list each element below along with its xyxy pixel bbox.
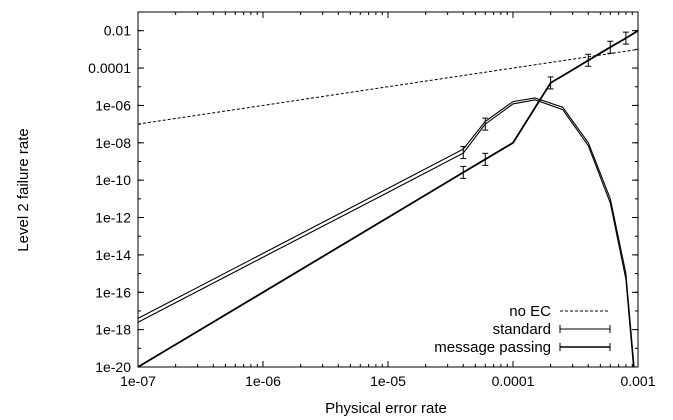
plot-frame [137,11,639,368]
y-tick-label: 1e-14 [95,247,131,263]
series-line-standard [137,99,635,368]
y-tick-label: 1e-08 [95,135,131,151]
y-tick-label: 0.0001 [88,60,131,76]
x-tick-label: 1e-07 [120,373,156,389]
x-tick-label: 1e-06 [245,373,281,389]
y-tick-label: 1e-16 [95,284,131,300]
x-tick-label: 1e-05 [370,373,406,389]
legend-label-standard: standard [493,321,551,338]
y-tick-label: 1e-10 [95,172,131,188]
legend-label-no-ec: no EC [509,303,551,320]
series-line-standard [137,97,635,368]
legend-label-message-passing: message passing [434,339,551,356]
axis-ticks [137,11,639,368]
x-axis-title: Physical error rate [325,400,447,417]
y-tick-label: 1e-20 [95,359,131,375]
y-tick-label: 1e-06 [95,97,131,113]
x-tick-label: 0.0001 [492,373,535,389]
series-line-message-passing [137,29,639,368]
x-tick-label: 0.001 [620,373,655,389]
axis-tick-labels: 1e-07 1e-06 1e-05 0.0001 0.001 1e-20 1e-18 1e-1… [88,23,656,389]
legend: no EC standard message passing [434,303,611,356]
y-tick-label: 1e-18 [95,322,131,338]
error-bars [460,31,629,179]
series-lines [137,29,639,368]
y-tick-label: 1e-12 [95,210,131,226]
y-axis-title: Level 2 failure rate [15,128,32,251]
y-tick-label: 0.01 [104,23,131,39]
series-line-no-ec [137,48,639,125]
